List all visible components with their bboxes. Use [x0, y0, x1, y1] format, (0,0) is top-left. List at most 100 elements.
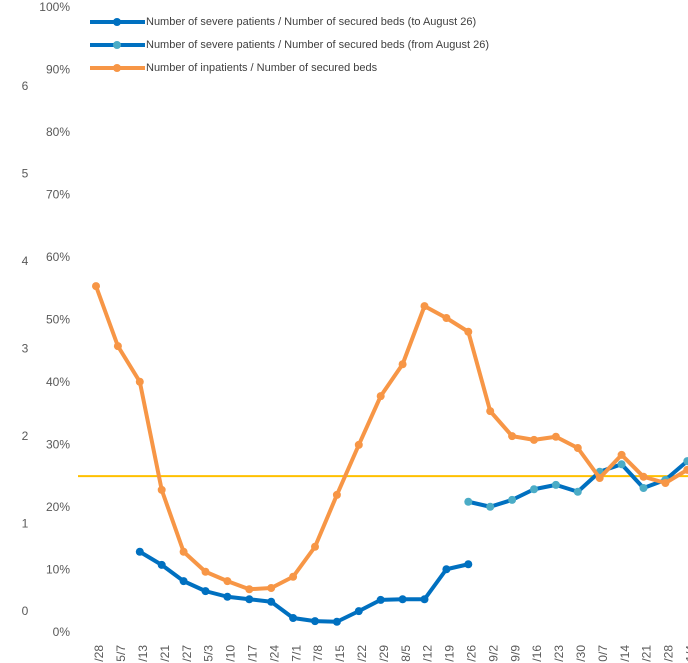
y-tick-label: 90% — [46, 63, 70, 77]
data-point — [354, 607, 363, 616]
x-tick-label: 0/7 — [596, 645, 610, 662]
x-tick-label: /21 — [640, 645, 654, 662]
data-point — [311, 617, 319, 626]
x-tick-label: /12 — [421, 645, 435, 662]
y-tick-label: 60% — [46, 250, 70, 264]
data-point — [179, 547, 188, 556]
y-tick-label: 100% — [39, 0, 70, 14]
x-tick-label: /28 — [662, 645, 676, 662]
y2-tick-label: 4 — [22, 254, 29, 268]
y2-tick-label: 1 — [22, 517, 29, 531]
data-point — [398, 595, 407, 604]
x-tick-label: 5/3 — [202, 645, 216, 662]
data-point — [135, 377, 144, 386]
x-tick-label: 9/2 — [486, 645, 500, 662]
x-tick-label: /14 — [618, 645, 632, 662]
series-line — [138, 550, 469, 624]
y-tick-label: 20% — [46, 500, 70, 514]
series-line — [467, 459, 688, 509]
x-tick-label: 9/9 — [508, 645, 522, 662]
data-point — [420, 595, 429, 604]
data-point — [179, 577, 188, 586]
data-point — [508, 495, 517, 504]
data-point — [442, 565, 451, 574]
data-point — [442, 314, 451, 322]
data-point — [398, 360, 407, 369]
data-point — [289, 572, 298, 581]
x-tick-label: 7/8 — [311, 645, 325, 662]
legend-marker — [113, 18, 121, 26]
legend-label: Number of inpatients / Number of secured… — [146, 62, 378, 74]
x-tick-label: /29 — [377, 645, 391, 662]
y2-tick-label: 6 — [22, 79, 29, 93]
data-point — [464, 497, 473, 506]
y-tick-label: 30% — [46, 438, 70, 452]
x-tick-label: 8/5 — [399, 645, 413, 662]
legend-marker — [113, 41, 121, 49]
data-point — [595, 474, 604, 482]
x-tick-label: /15 — [333, 645, 347, 662]
data-point — [354, 440, 363, 449]
data-point — [639, 484, 648, 492]
y-tick-label: 10% — [46, 563, 70, 577]
data-point — [135, 547, 144, 556]
data-point — [332, 490, 341, 499]
legend-marker — [113, 64, 121, 72]
data-point — [661, 479, 670, 487]
x-tick-label: 7/1 — [289, 645, 303, 662]
data-point — [573, 487, 582, 496]
data-point — [201, 587, 210, 596]
x-tick-label: /21 — [158, 645, 172, 662]
data-point — [223, 592, 232, 601]
x-tick-label: /19 — [443, 645, 457, 662]
legend-label: Number of severe patients / Number of se… — [146, 16, 476, 28]
data-point — [267, 584, 276, 592]
data-point — [113, 342, 122, 351]
data-point — [508, 432, 517, 441]
x-tick-label: /17 — [245, 645, 259, 662]
x-tick-label: 1/4 — [683, 645, 688, 662]
data-point — [617, 460, 626, 469]
x-tick-label: /30 — [574, 645, 588, 662]
x-tick-label: /10 — [224, 645, 238, 662]
y2-tick-label: 0 — [22, 604, 29, 618]
data-point — [530, 435, 538, 444]
series-line — [94, 285, 688, 592]
data-point — [157, 560, 166, 569]
y-tick-label: 50% — [46, 313, 70, 327]
legend-label: Number of severe patients / Number of se… — [146, 39, 489, 51]
data-point — [464, 327, 473, 336]
x-tick-label: /22 — [355, 645, 369, 662]
data-point — [223, 577, 232, 586]
y2-tick-label: 2 — [22, 429, 29, 443]
data-point — [683, 457, 688, 466]
data-point — [420, 302, 429, 311]
data-point — [311, 542, 319, 551]
x-tick-label: /13 — [136, 645, 150, 662]
data-point — [639, 472, 648, 481]
y-tick-label: 80% — [46, 125, 70, 139]
data-point — [92, 282, 100, 291]
data-point — [573, 444, 582, 452]
data-point — [683, 465, 688, 474]
data-point — [245, 595, 254, 604]
data-point — [530, 485, 538, 494]
data-point — [376, 392, 385, 401]
y-tick-label: 40% — [46, 375, 70, 389]
x-tick-label: /27 — [180, 645, 194, 662]
y-tick-label: 70% — [46, 188, 70, 202]
data-point — [464, 560, 473, 569]
data-point — [332, 617, 341, 626]
y2-tick-label: 5 — [22, 167, 29, 181]
data-point — [551, 432, 560, 441]
data-point — [551, 480, 560, 489]
data-point — [617, 450, 626, 459]
data-point — [289, 614, 298, 622]
y-tick-label: 0% — [53, 625, 71, 639]
x-tick-label: /26 — [464, 645, 478, 662]
data-point — [201, 567, 210, 576]
data-point — [486, 502, 495, 511]
x-tick-label: /23 — [552, 645, 566, 662]
y2-tick-label: 3 — [22, 342, 29, 356]
